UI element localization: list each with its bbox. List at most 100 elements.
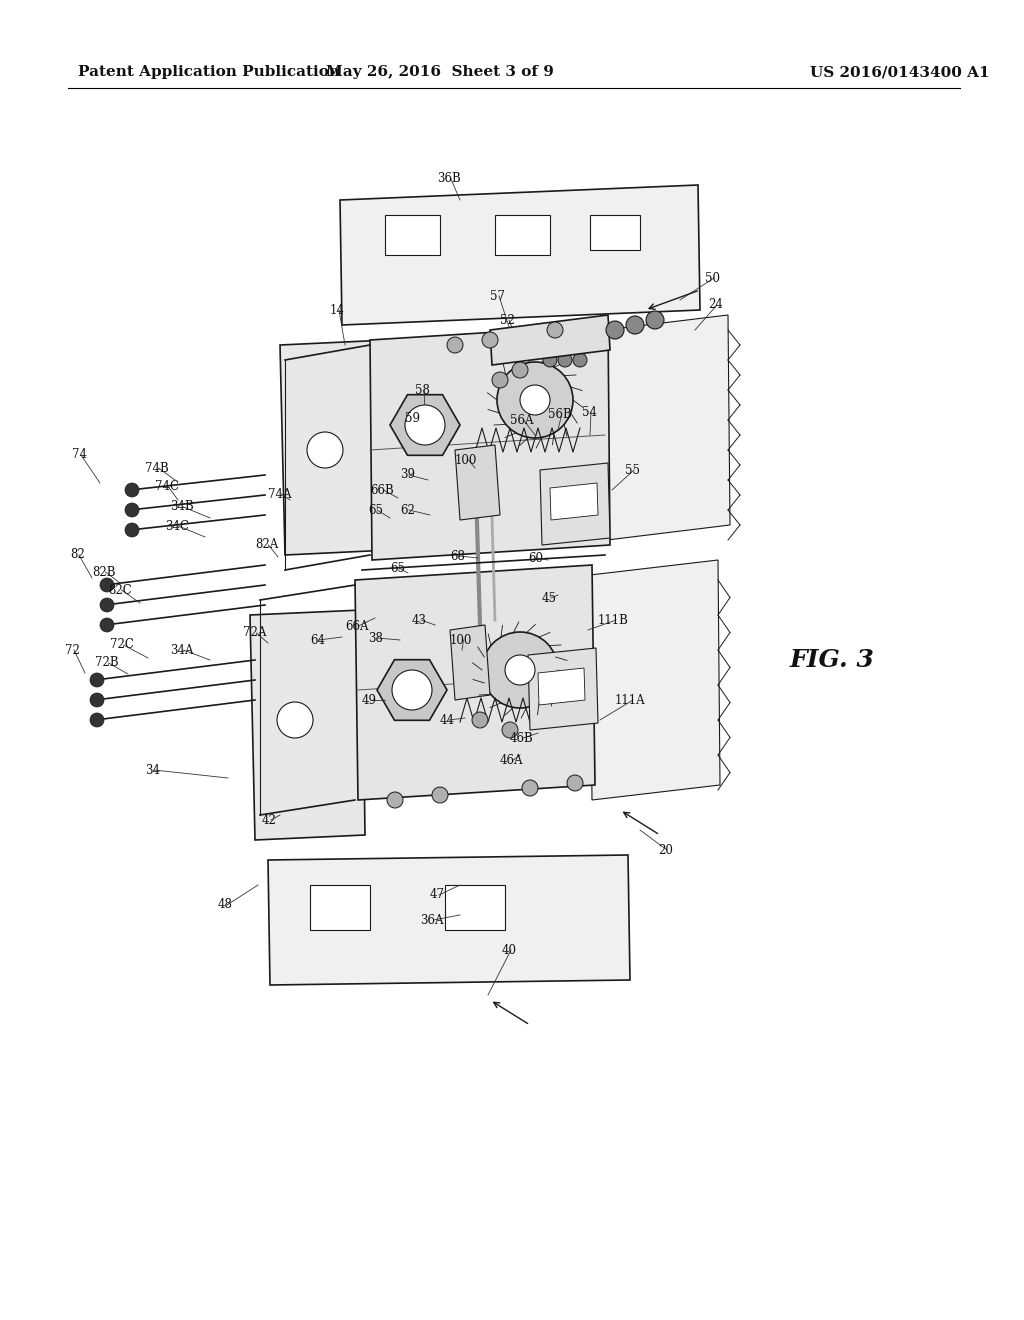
Circle shape — [522, 780, 538, 796]
Circle shape — [626, 315, 644, 334]
Text: 46B: 46B — [510, 731, 534, 744]
Circle shape — [512, 362, 528, 378]
Text: 65: 65 — [390, 561, 406, 574]
Polygon shape — [590, 560, 720, 800]
Text: 45: 45 — [542, 591, 557, 605]
Text: 40: 40 — [502, 944, 517, 957]
Circle shape — [567, 775, 583, 791]
Polygon shape — [340, 185, 700, 325]
Polygon shape — [385, 215, 440, 255]
Polygon shape — [538, 668, 585, 705]
Text: 74: 74 — [72, 449, 87, 462]
Text: 65: 65 — [368, 503, 383, 516]
Text: Patent Application Publication: Patent Application Publication — [78, 65, 340, 79]
Circle shape — [432, 787, 449, 803]
Text: 50: 50 — [705, 272, 720, 285]
Circle shape — [482, 333, 498, 348]
Circle shape — [497, 362, 573, 438]
Text: 66B: 66B — [370, 483, 394, 496]
Polygon shape — [528, 648, 598, 730]
Circle shape — [447, 337, 463, 352]
Text: 36B: 36B — [437, 172, 461, 185]
Text: 100: 100 — [455, 454, 477, 466]
Text: 82A: 82A — [255, 539, 279, 552]
Text: 72C: 72C — [110, 639, 134, 652]
Circle shape — [100, 578, 114, 591]
Circle shape — [307, 432, 343, 469]
Circle shape — [90, 693, 104, 708]
Text: 34C: 34C — [165, 520, 189, 532]
Polygon shape — [268, 855, 630, 985]
Text: 58: 58 — [415, 384, 430, 396]
Text: 44: 44 — [440, 714, 455, 726]
Circle shape — [558, 352, 572, 367]
Text: 111B: 111B — [598, 614, 629, 627]
Text: 57: 57 — [490, 289, 505, 302]
Text: 43: 43 — [412, 614, 427, 627]
Text: 38: 38 — [368, 631, 383, 644]
Text: 52: 52 — [500, 314, 515, 326]
Polygon shape — [455, 445, 500, 520]
Polygon shape — [590, 215, 640, 249]
Text: 72B: 72B — [95, 656, 119, 669]
Text: 68: 68 — [450, 549, 465, 562]
Polygon shape — [250, 610, 365, 840]
Circle shape — [606, 321, 624, 339]
Circle shape — [472, 711, 488, 729]
Circle shape — [278, 702, 313, 738]
Text: 82: 82 — [70, 549, 85, 561]
Polygon shape — [490, 315, 610, 366]
Text: 56B: 56B — [548, 408, 571, 421]
Text: 34A: 34A — [170, 644, 194, 656]
Circle shape — [502, 722, 518, 738]
Text: 48: 48 — [218, 899, 232, 912]
Polygon shape — [495, 215, 550, 255]
Polygon shape — [445, 884, 505, 931]
Text: 49: 49 — [362, 693, 377, 706]
Text: 24: 24 — [708, 298, 723, 312]
Circle shape — [406, 405, 445, 445]
Text: 42: 42 — [262, 813, 276, 826]
Circle shape — [100, 618, 114, 632]
Circle shape — [387, 792, 403, 808]
Text: 46A: 46A — [500, 754, 523, 767]
Text: 54: 54 — [582, 405, 597, 418]
Text: 82B: 82B — [92, 565, 116, 578]
Circle shape — [482, 632, 558, 708]
Text: 60: 60 — [528, 552, 543, 565]
Text: 59: 59 — [406, 412, 420, 425]
Text: 72: 72 — [65, 644, 80, 656]
Text: May 26, 2016  Sheet 3 of 9: May 26, 2016 Sheet 3 of 9 — [326, 65, 554, 79]
Text: US 2016/0143400 A1: US 2016/0143400 A1 — [810, 65, 990, 79]
Text: 74B: 74B — [145, 462, 169, 474]
Polygon shape — [550, 483, 598, 520]
Text: 100: 100 — [450, 634, 472, 647]
Text: FIG. 3: FIG. 3 — [790, 648, 874, 672]
Polygon shape — [540, 463, 610, 545]
Circle shape — [646, 312, 664, 329]
Circle shape — [492, 372, 508, 388]
Text: 62: 62 — [400, 503, 415, 516]
Polygon shape — [390, 395, 460, 455]
Polygon shape — [377, 660, 447, 721]
Text: 34: 34 — [145, 763, 160, 776]
Text: 39: 39 — [400, 469, 415, 482]
Text: 47: 47 — [430, 888, 445, 902]
Circle shape — [520, 385, 550, 414]
Circle shape — [125, 503, 139, 517]
Circle shape — [505, 655, 535, 685]
Circle shape — [125, 483, 139, 498]
Circle shape — [100, 598, 114, 612]
Text: 74A: 74A — [268, 487, 292, 500]
Text: 36A: 36A — [420, 913, 443, 927]
Polygon shape — [370, 325, 610, 560]
Text: 56A: 56A — [510, 413, 534, 426]
Circle shape — [392, 671, 432, 710]
Text: 111A: 111A — [615, 693, 645, 706]
Text: 55: 55 — [625, 463, 640, 477]
Text: 64: 64 — [310, 634, 325, 647]
Text: 74C: 74C — [155, 480, 179, 494]
Polygon shape — [450, 624, 490, 700]
Text: 66A: 66A — [345, 619, 369, 632]
Text: 72A: 72A — [243, 627, 266, 639]
